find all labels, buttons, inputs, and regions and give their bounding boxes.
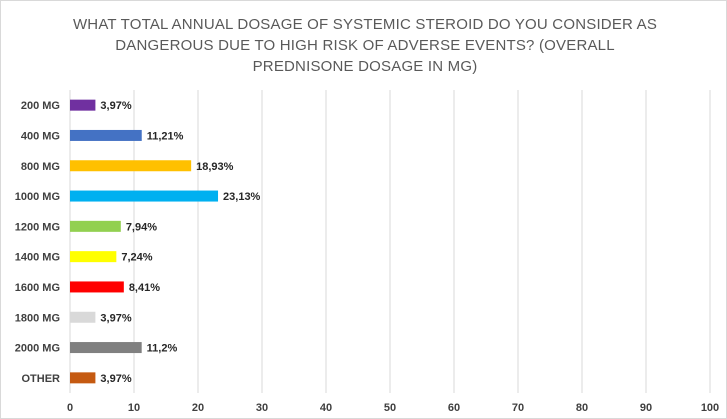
data-label-0: 3,97%: [100, 100, 131, 112]
grid-lines: [69, 90, 711, 393]
x-tick-label-20: 20: [192, 402, 204, 414]
category-label-1: 400 MG: [21, 130, 60, 142]
bar-2: [70, 160, 192, 172]
bar-0: [70, 99, 96, 111]
x-tick-label-0: 0: [67, 402, 73, 414]
category-label-9: OTHER: [22, 373, 61, 385]
category-label-3: 1000 MG: [15, 191, 60, 203]
data-label-6: 8,41%: [129, 282, 160, 294]
data-label-4: 7,94%: [126, 221, 157, 233]
x-tick-label-80: 80: [576, 402, 588, 414]
data-label-8: 11,2%: [147, 343, 178, 355]
data-label-2: 18,93%: [196, 161, 234, 173]
data-label-3: 23,13%: [223, 191, 261, 203]
bar-1: [70, 129, 142, 141]
bar-7: [70, 311, 96, 323]
bar-3: [70, 190, 219, 202]
x-tick-label-30: 30: [256, 402, 268, 414]
bars: [70, 99, 219, 384]
category-label-5: 1400 MG: [15, 252, 60, 264]
data-label-5: 7,24%: [121, 252, 152, 264]
x-tick-label-90: 90: [640, 402, 652, 414]
chart-title: WHAT TOTAL ANNUAL DOSAGE OF SYSTEMIC STE…: [72, 16, 658, 75]
x-tick-label-60: 60: [448, 402, 460, 414]
x-tick-label-50: 50: [384, 402, 396, 414]
category-label-4: 1200 MG: [15, 221, 60, 233]
category-label-7: 1800 MG: [15, 312, 60, 324]
labels: 0 10 20 30 40 50 60 70 80 90 100 200 MG 3,97% 400 MG 1…: [15, 100, 719, 414]
data-label-7: 3,97%: [100, 312, 131, 324]
category-label-0: 200 MG: [21, 100, 60, 112]
category-label-6: 1600 MG: [15, 282, 60, 294]
x-tick-label-70: 70: [512, 402, 524, 414]
data-label-9: 3,97%: [100, 373, 131, 385]
bar-8: [70, 342, 142, 354]
category-label-2: 800 MG: [21, 161, 60, 173]
bar-6: [70, 281, 124, 293]
bar-9: [70, 372, 96, 384]
data-label-1: 11,21%: [147, 130, 184, 142]
x-tick-label-40: 40: [320, 402, 332, 414]
bar-4: [70, 220, 121, 232]
x-tick-label-10: 10: [128, 402, 140, 414]
category-label-8: 2000 MG: [15, 343, 60, 355]
x-tick-label-100: 100: [701, 402, 719, 414]
bar-5: [70, 251, 117, 263]
